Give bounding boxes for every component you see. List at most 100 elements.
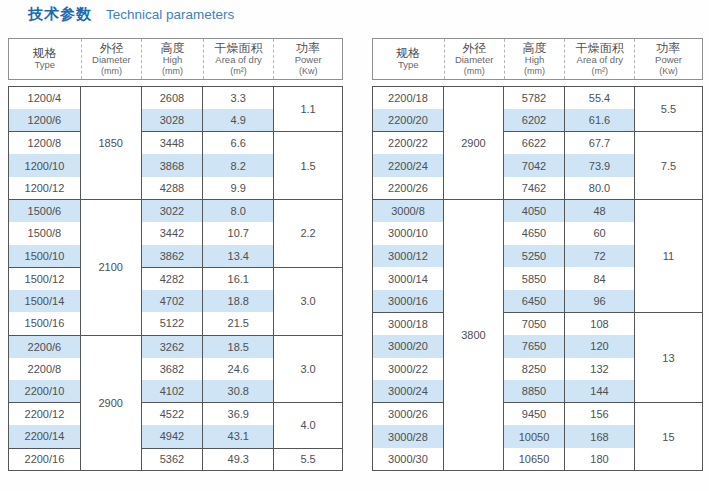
diameter-cell: 2900 <box>80 335 141 471</box>
type-cell: 2200/14 <box>9 425 81 448</box>
header-label-en: High <box>525 55 545 66</box>
area-cell: 8.2 <box>203 154 274 177</box>
type-cell: 2200/12 <box>9 403 81 426</box>
type-cell: 2200/18 <box>373 87 444 110</box>
header-label-en: Area of dry <box>215 55 261 66</box>
parameters-table-body: 1200/4185026083.31.11200/630284.91200/83… <box>8 86 343 471</box>
header-unit: (m²) <box>592 66 609 76</box>
high-cell: 2608 <box>141 87 203 110</box>
area-cell: 13.4 <box>203 245 274 268</box>
table-row: 1500/12428216.13.0 <box>9 267 343 290</box>
type-cell: 1200/4 <box>9 87 81 110</box>
header-label-zh: 干燥面积 <box>215 42 263 55</box>
header-cell-area: 干燥面积Area of dry(m²) <box>203 39 274 79</box>
high-cell: 4288 <box>141 177 203 200</box>
header-cell-type: 规格Type <box>373 39 444 79</box>
header-cell-diameter: 外径Diameter(mm) <box>81 39 142 79</box>
table-row: 3000/8380040504811 <box>373 199 703 222</box>
high-cell: 4050 <box>503 199 564 222</box>
type-cell: 2200/24 <box>373 154 444 177</box>
header-label-zh: 外径 <box>462 42 486 55</box>
header-cell-power: 功率Power(Kw) <box>273 39 342 79</box>
diameter-cell: 2900 <box>443 87 503 200</box>
header-label-en: High <box>163 55 183 66</box>
table-header: 规格Type外径Diameter(mm)高度High(mm)干燥面积Area o… <box>8 38 343 80</box>
area-cell: 61.6 <box>565 109 635 132</box>
area-cell: 43.1 <box>203 425 274 448</box>
high-cell: 7042 <box>503 154 564 177</box>
table-header: 规格Type外径Diameter(mm)高度High(mm)干燥面积Area o… <box>372 38 703 80</box>
high-cell: 5122 <box>141 312 203 335</box>
area-cell: 120 <box>565 335 635 358</box>
high-cell: 7050 <box>503 312 564 335</box>
header-label-zh: 功率 <box>657 42 681 55</box>
header-label-zh: 高度 <box>160 42 184 55</box>
header-label-zh: 规格 <box>33 47 57 60</box>
table-row: 2200/62900326218.53.0 <box>9 335 343 358</box>
area-cell: 96 <box>565 290 635 313</box>
header-label-en: Type <box>398 60 419 71</box>
header-label-en: Diameter <box>92 55 131 66</box>
high-cell: 6622 <box>503 132 564 155</box>
page-title-en: Technical parameters <box>106 7 234 22</box>
power-cell: 5.5 <box>274 448 343 471</box>
parameters-table-body: 2200/182900578255.45.52200/20620261.6220… <box>372 86 703 471</box>
header-label-en: Type <box>34 60 55 71</box>
high-cell: 5782 <box>503 87 564 110</box>
high-cell: 3028 <box>141 109 203 132</box>
high-cell: 9450 <box>503 403 564 426</box>
type-cell: 1200/8 <box>9 132 81 155</box>
header-unit: (mm) <box>464 66 485 76</box>
header-cell-type: 规格Type <box>9 39 81 79</box>
header-unit: (mm) <box>101 66 122 76</box>
type-cell: 1200/10 <box>9 154 81 177</box>
diameter-cell: 1850 <box>80 87 141 200</box>
diameter-cell: 2100 <box>80 199 141 335</box>
header-label-en: Diameter <box>455 55 494 66</box>
header-unit: (mm) <box>162 66 183 76</box>
power-cell: 2.2 <box>274 199 343 267</box>
header-unit: (Kw) <box>659 66 678 76</box>
technical-parameters-page: 技术参数 Technical parameters 规格Type外径Diamet… <box>0 0 709 491</box>
header-cell-diameter: 外径Diameter(mm) <box>444 39 504 79</box>
page-title: 技术参数 Technical parameters <box>28 5 234 24</box>
type-cell: 3000/16 <box>373 290 444 313</box>
area-cell: 80.0 <box>565 177 635 200</box>
power-cell: 4.0 <box>274 403 343 448</box>
table-row: 1200/834486.61.5 <box>9 132 343 155</box>
area-cell: 30.8 <box>203 380 274 403</box>
header-unit: (Kw) <box>299 66 318 76</box>
high-cell: 8850 <box>503 380 564 403</box>
high-cell: 10050 <box>503 425 564 448</box>
high-cell: 4650 <box>503 222 564 245</box>
header-cell-power: 功率Power(Kw) <box>634 39 702 79</box>
area-cell: 4.9 <box>203 109 274 132</box>
high-cell: 3442 <box>141 222 203 245</box>
page-title-zh: 技术参数 <box>28 5 92 24</box>
area-cell: 168 <box>565 425 635 448</box>
area-cell: 72 <box>565 245 635 268</box>
high-cell: 5362 <box>141 448 203 471</box>
header-unit: (m²) <box>230 66 247 76</box>
table-row: 2200/16536249.35.5 <box>9 448 343 471</box>
area-cell: 24.6 <box>203 358 274 381</box>
type-cell: 3000/14 <box>373 267 444 290</box>
type-cell: 3000/30 <box>373 448 444 471</box>
type-cell: 1500/8 <box>9 222 81 245</box>
area-cell: 60 <box>565 222 635 245</box>
type-cell: 2200/26 <box>373 177 444 200</box>
type-cell: 3000/10 <box>373 222 444 245</box>
header-label-zh: 高度 <box>523 42 547 55</box>
table-row: 2200/12452236.94.0 <box>9 403 343 426</box>
high-cell: 3448 <box>141 132 203 155</box>
high-cell: 4522 <box>141 403 203 426</box>
type-cell: 2200/6 <box>9 335 81 358</box>
area-cell: 36.9 <box>203 403 274 426</box>
area-cell: 18.5 <box>203 335 274 358</box>
high-cell: 3022 <box>141 199 203 222</box>
power-cell: 7.5 <box>634 132 702 200</box>
tables-container: 规格Type外径Diameter(mm)高度High(mm)干燥面积Area o… <box>8 38 703 471</box>
type-cell: 3000/22 <box>373 358 444 381</box>
power-cell: 1.5 <box>274 132 343 200</box>
high-cell: 6202 <box>503 109 564 132</box>
